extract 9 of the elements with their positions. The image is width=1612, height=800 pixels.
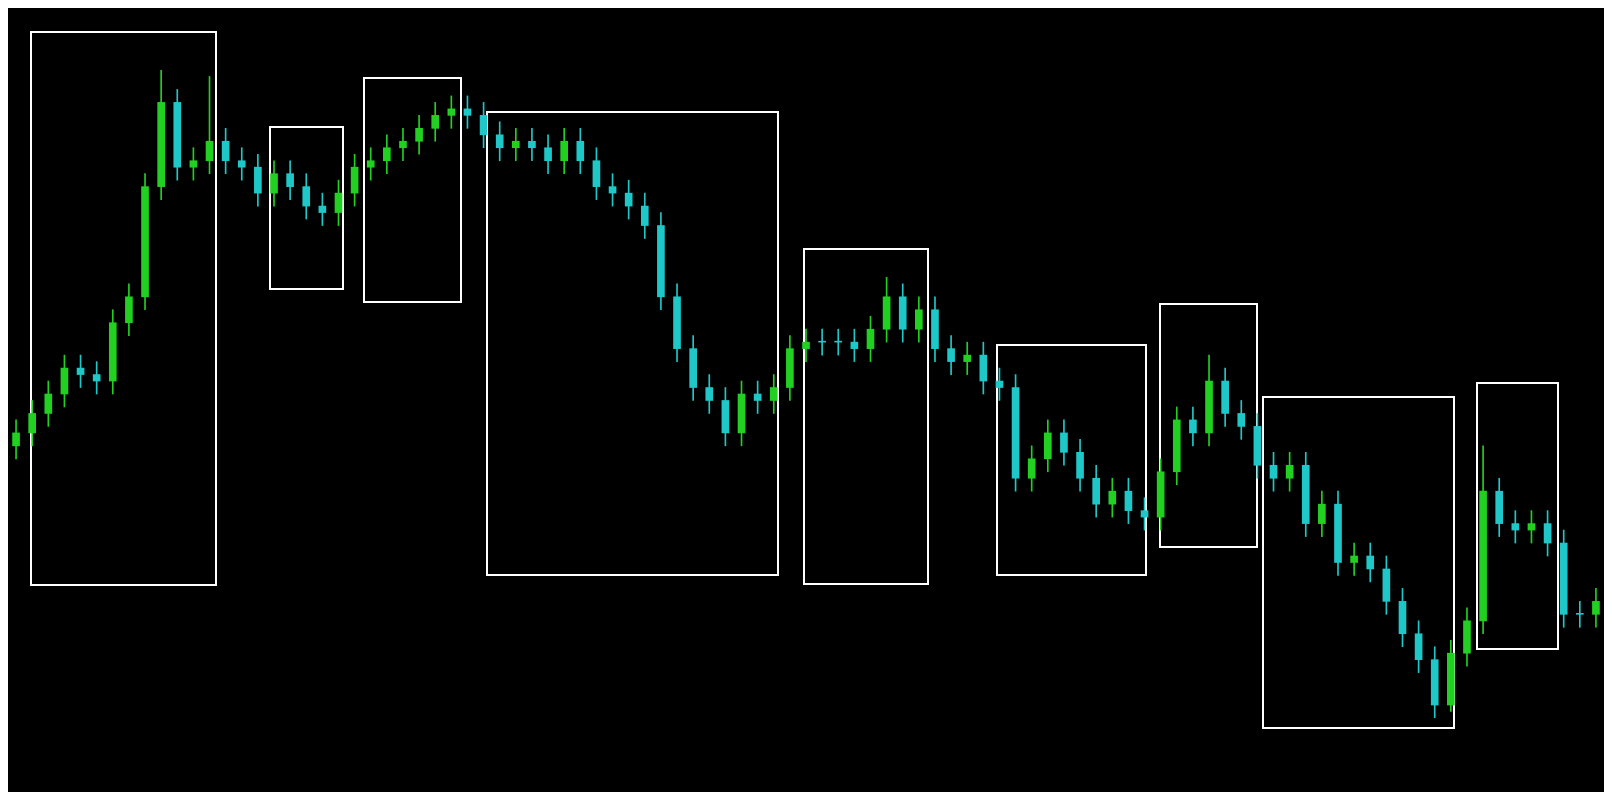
candlestick	[802, 328, 810, 362]
candlestick	[237, 147, 246, 181]
candlestick	[963, 341, 972, 375]
candlestick	[399, 127, 407, 162]
candlestick	[1350, 542, 1358, 576]
candlestick	[528, 127, 536, 162]
candlestick	[1575, 601, 1584, 628]
candlestick	[511, 127, 520, 162]
candlestick	[366, 147, 375, 181]
